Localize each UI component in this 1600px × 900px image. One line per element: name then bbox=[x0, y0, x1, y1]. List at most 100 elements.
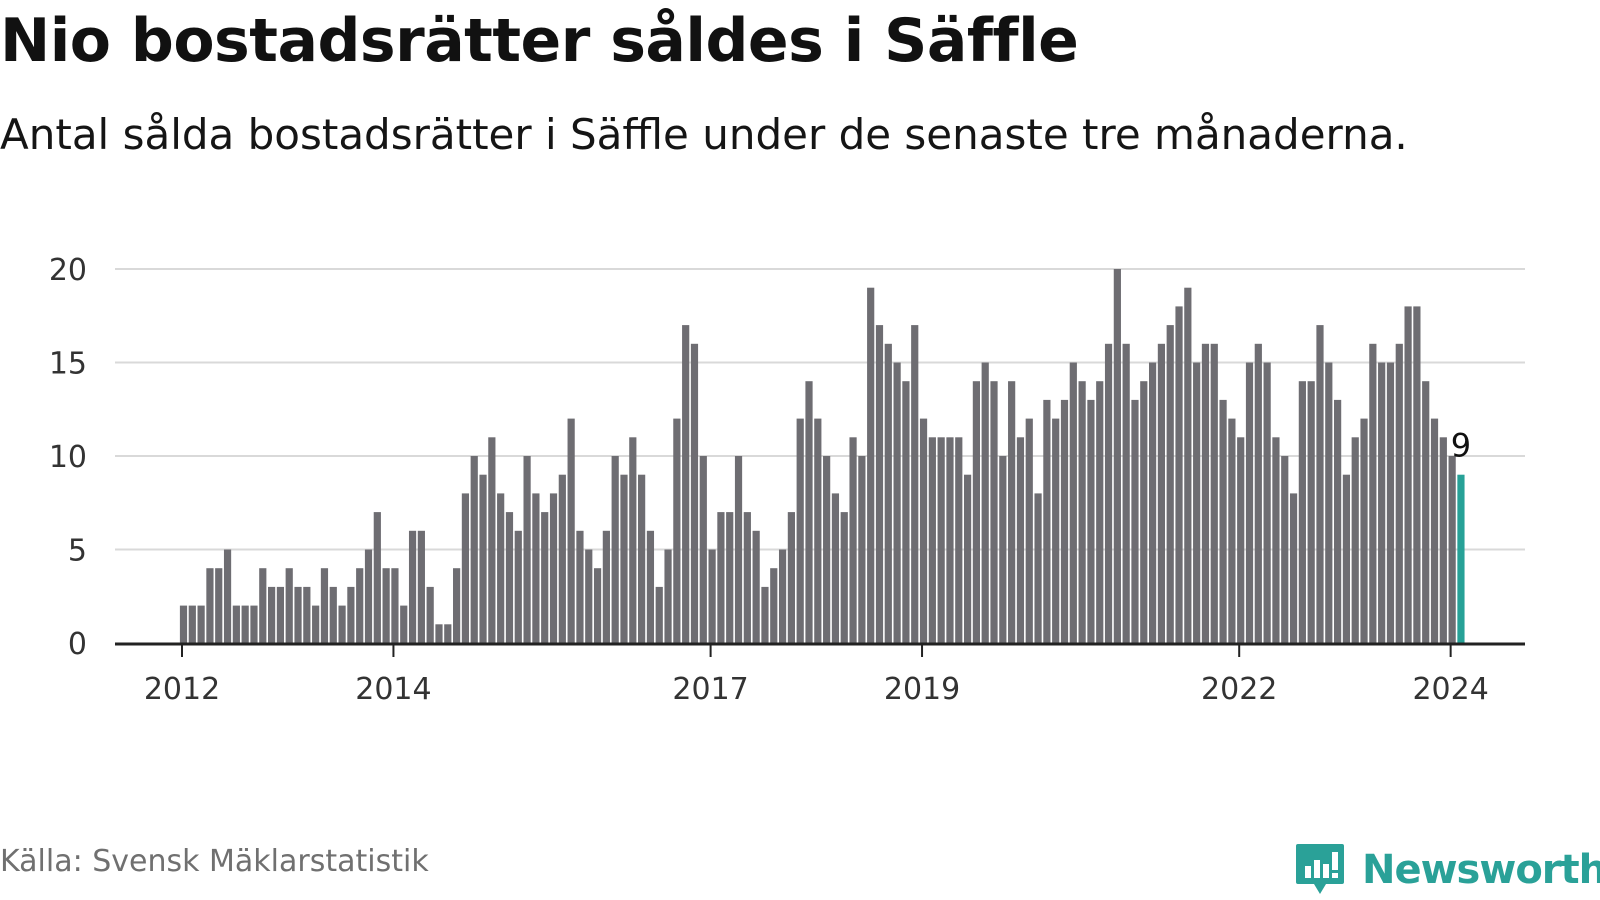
bar bbox=[752, 530, 760, 643]
bar bbox=[241, 605, 249, 643]
bar bbox=[435, 624, 443, 643]
bar bbox=[444, 624, 452, 643]
bar bbox=[391, 568, 399, 643]
bar bbox=[347, 586, 355, 643]
bar bbox=[259, 568, 267, 643]
bar bbox=[408, 530, 417, 643]
bar bbox=[1237, 437, 1245, 643]
bar bbox=[1298, 381, 1306, 643]
bar bbox=[505, 512, 514, 643]
bar bbox=[1016, 437, 1025, 643]
bar bbox=[1193, 362, 1201, 643]
bar bbox=[1166, 325, 1174, 643]
bar bbox=[1263, 362, 1271, 643]
bar bbox=[955, 437, 963, 643]
bar bbox=[1272, 437, 1280, 643]
bar bbox=[593, 568, 602, 643]
bar bbox=[990, 381, 998, 643]
bar bbox=[1360, 418, 1368, 643]
bar bbox=[629, 437, 637, 643]
bar bbox=[329, 586, 337, 643]
bar bbox=[197, 605, 205, 643]
bar bbox=[453, 568, 461, 643]
bar bbox=[382, 568, 390, 643]
bar bbox=[1289, 493, 1298, 643]
bar bbox=[1104, 343, 1113, 643]
bar bbox=[999, 456, 1007, 643]
bar bbox=[488, 437, 496, 643]
bar bbox=[400, 605, 408, 643]
bar bbox=[320, 568, 329, 643]
bar bbox=[972, 381, 980, 643]
bar bbox=[840, 512, 848, 643]
bar bbox=[1069, 362, 1077, 643]
bar bbox=[673, 418, 681, 643]
chart-subtitle: Antal sålda bostadsrätter i Säffle under… bbox=[0, 110, 1408, 159]
bar bbox=[223, 549, 232, 643]
bar bbox=[373, 512, 381, 643]
x-tick-label: 2012 bbox=[144, 672, 220, 707]
bar bbox=[919, 418, 928, 643]
bar bbox=[682, 325, 690, 643]
bar bbox=[356, 568, 364, 643]
x-tick-label: 2022 bbox=[1201, 672, 1277, 707]
brand-name: Newsworthy bbox=[1362, 847, 1600, 893]
bar bbox=[232, 605, 240, 643]
bar bbox=[1043, 399, 1051, 643]
bar bbox=[1378, 362, 1386, 643]
bar bbox=[1448, 456, 1456, 643]
bar bbox=[1386, 362, 1395, 643]
bar bbox=[1025, 418, 1033, 643]
bar bbox=[1413, 306, 1421, 643]
bar bbox=[1334, 399, 1342, 643]
bar bbox=[1228, 418, 1236, 643]
bar bbox=[602, 530, 610, 643]
highlight-value-label: 9 bbox=[1451, 427, 1471, 465]
bar bbox=[699, 456, 707, 643]
bar bbox=[1131, 399, 1139, 643]
bar bbox=[532, 493, 540, 643]
bar-chart: 0 5 10 15 20 2012 2014 2017 2019 2022 2024 9 bbox=[49, 253, 1525, 707]
bar bbox=[928, 437, 936, 643]
x-tick-label: 2014 bbox=[355, 672, 431, 707]
bar bbox=[787, 512, 795, 643]
bar bbox=[814, 418, 822, 643]
bar bbox=[250, 605, 258, 643]
bar bbox=[875, 325, 884, 643]
bar bbox=[1439, 437, 1447, 643]
bar bbox=[312, 605, 320, 643]
bar bbox=[981, 362, 989, 643]
bar bbox=[867, 287, 875, 643]
bar bbox=[963, 474, 972, 643]
bar bbox=[646, 530, 655, 643]
bar bbox=[734, 456, 743, 643]
bar bbox=[1201, 343, 1210, 643]
bar bbox=[743, 512, 751, 643]
y-tick-label: 0 bbox=[68, 627, 87, 662]
bar bbox=[796, 418, 804, 643]
bar bbox=[294, 586, 302, 643]
bar bbox=[831, 493, 840, 643]
bar bbox=[858, 456, 866, 643]
bar bbox=[417, 530, 425, 643]
bar bbox=[849, 437, 857, 643]
y-axis-ticks: 0 5 10 15 20 bbox=[49, 253, 87, 662]
y-tick-label: 5 bbox=[68, 534, 87, 569]
bar bbox=[549, 493, 558, 643]
bar bbox=[1060, 399, 1069, 643]
bar bbox=[1113, 269, 1121, 643]
bar bbox=[1281, 456, 1289, 643]
bar bbox=[470, 456, 478, 643]
bar bbox=[585, 549, 593, 643]
bar bbox=[188, 605, 196, 643]
bar bbox=[726, 512, 734, 643]
bar bbox=[1157, 343, 1166, 643]
bar bbox=[276, 586, 285, 643]
bar bbox=[1008, 381, 1016, 643]
bar bbox=[611, 456, 619, 643]
x-tick-label: 2024 bbox=[1412, 672, 1488, 707]
bar bbox=[620, 474, 628, 643]
bar bbox=[1325, 362, 1333, 643]
bar bbox=[1395, 343, 1403, 643]
bar bbox=[558, 474, 566, 643]
